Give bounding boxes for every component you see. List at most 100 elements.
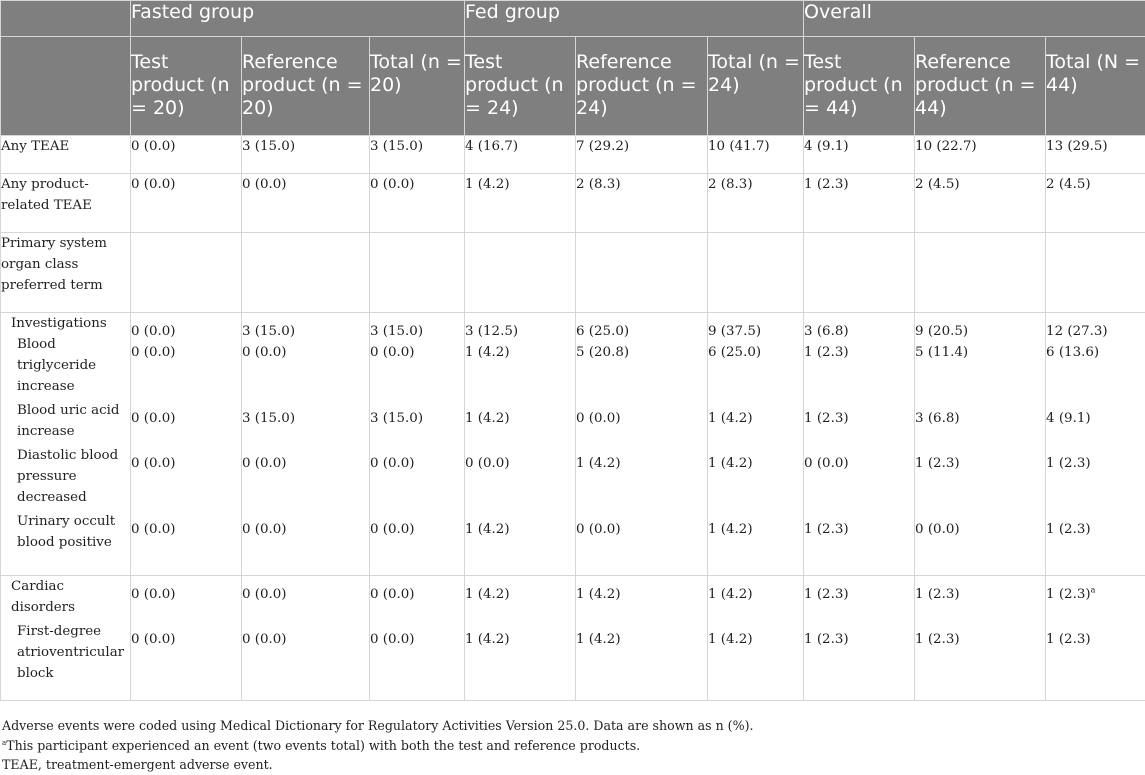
table-cell-group: 3 (15.0) 0 (0.0) 3 (15.0) 0 (0.0) 0 (0.0… [368, 312, 466, 576]
table-cell-group: 1 (2.3) 1 (2.3) [914, 575, 1047, 701]
footnote-a-text: This participant experienced an event (t… [6, 738, 641, 753]
row-label-group: Investigations Blood triglyceride increa… [0, 312, 131, 576]
table-cell: 0 (0.0) [576, 411, 621, 426]
table-cell: 0 (0.0) [241, 173, 370, 233]
table-cell: 0 (0.0) [368, 173, 466, 233]
table-cell: 0 (0.0) [242, 456, 287, 471]
footnote-abbreviation: TEAE, treatment-emergent adverse event. [2, 757, 273, 772]
table-cell: 0 (0.0) [370, 587, 415, 602]
table-cell: 3 (6.8) [804, 324, 849, 339]
table-cell [914, 232, 1047, 313]
table-cell: 1 (4.2) [576, 632, 621, 647]
table-cell-group: 3 (6.8) 1 (2.3) 1 (2.3) 0 (0.0) 1 (2.3) [803, 312, 916, 576]
table-cell-group: 1 (2.3)a 1 (2.3) [1045, 575, 1145, 701]
table-cell: 1 (2.3) [1046, 456, 1091, 471]
table-cell-group: 12 (27.3) 6 (13.6) 4 (9.1) 1 (2.3) 1 (2.… [1045, 312, 1145, 576]
table-cell-group: 1 (4.2) 1 (4.2) [575, 575, 709, 701]
table-cell: 0 (0.0) [576, 522, 621, 537]
table-cell: 1 (2.3) [804, 587, 849, 602]
table-cell: 1 (2.3) [915, 587, 960, 602]
table-cell: 2 (4.5) [1045, 173, 1145, 233]
table-row: Cardiac disorders First-degree atriovent… [0, 575, 1145, 701]
table-cell [707, 232, 805, 313]
table-cell: 2 (8.3) [707, 173, 805, 233]
row-label: Investigations [11, 316, 107, 331]
table-cell: 4 (9.1) [1046, 411, 1091, 426]
adverse-events-table: Fasted group Fed group Overall Test prod… [0, 0, 1145, 701]
table-cell-value: 1 (2.3) [1046, 587, 1091, 602]
table-cell: 1 (4.2) [465, 345, 510, 360]
table-cell-group: 0 (0.0) 0 (0.0) [368, 575, 466, 701]
table-cell: 6 (25.0) [576, 324, 630, 339]
table-cell [368, 232, 466, 313]
row-label-group: Cardiac disorders First-degree atriovent… [0, 575, 131, 701]
table-cell: 0 (0.0) [130, 135, 242, 174]
table-cell: 1 (4.2) [708, 522, 753, 537]
table-cell: 3 (15.0) [242, 411, 296, 426]
column-header: Reference product (n = 44) [914, 36, 1047, 136]
table-cell: 5 (20.8) [576, 345, 630, 360]
table-cell: 0 (0.0) [131, 324, 176, 339]
table-row: Any product-related TEAE 0 (0.0) 0 (0.0)… [0, 173, 1145, 233]
row-label: Any product-related TEAE [0, 173, 131, 233]
table-row: Investigations Blood triglyceride increa… [0, 312, 1145, 576]
group-header-overall: Overall [803, 0, 1145, 37]
table-cell: 6 (25.0) [708, 345, 762, 360]
table-cell: 7 (29.2) [575, 135, 709, 174]
header-group-row: Fasted group Fed group Overall [0, 0, 1145, 37]
footnote-a-marker: a [2, 738, 7, 747]
table-cell-group: 0 (0.0) 0 (0.0) [241, 575, 370, 701]
table-cell: 3 (15.0) [370, 324, 424, 339]
column-header: Total (n = 24) [707, 36, 805, 136]
table-cell: 9 (37.5) [708, 324, 762, 339]
table-cell [1045, 232, 1145, 313]
row-label-sub: First-degree atrioventricular block [17, 624, 125, 681]
table-cell: 1 (2.3)a [1046, 584, 1095, 605]
row-label-sub: Blood uric acid increase [17, 403, 120, 439]
table-cell: 2 (8.3) [575, 173, 709, 233]
row-label: Any TEAE [0, 135, 131, 174]
footnote-coding: Adverse events were coded using Medical … [2, 718, 754, 733]
table-cell [241, 232, 370, 313]
column-header: Total (n = 20) [368, 36, 466, 136]
table-cell: 10 (22.7) [914, 135, 1047, 174]
column-header: Test product (n = 24) [464, 36, 577, 136]
table-cell: 1 (4.2) [465, 411, 510, 426]
table-cell: 0 (0.0) [131, 587, 176, 602]
table-cell-group: 9 (20.5) 5 (11.4) 3 (6.8) 1 (2.3) 0 (0.0… [914, 312, 1047, 576]
table-cell: 0 (0.0) [131, 632, 176, 647]
table-row: Any TEAE 0 (0.0) 3 (15.0) 3 (15.0) 4 (16… [0, 135, 1145, 174]
table-cell: 1 (4.2) [708, 411, 753, 426]
table-cell: 6 (13.6) [1046, 345, 1100, 360]
row-label-sub: Blood triglyceride increase [17, 337, 97, 394]
table-cell: 1 (4.2) [465, 522, 510, 537]
table-cell-group: 1 (2.3) 1 (2.3) [803, 575, 916, 701]
table-cell: 0 (0.0) [242, 522, 287, 537]
table-cell: 1 (4.2) [465, 587, 510, 602]
row-label: Cardiac disorders [11, 579, 75, 615]
table-cell: 0 (0.0) [370, 345, 415, 360]
footnote-marker: a [1090, 585, 1096, 595]
table-cell [464, 232, 577, 313]
header-column-row: Test product (n = 20) Reference product … [0, 36, 1145, 136]
table-cell: 3 (6.8) [915, 411, 960, 426]
header-corner-lower [0, 36, 131, 136]
table-cell: 12 (27.3) [1046, 324, 1108, 339]
table-cell: 0 (0.0) [915, 522, 960, 537]
table-cell: 1 (4.2) [576, 456, 621, 471]
table-row: Primary system organ class preferred ter… [0, 232, 1145, 313]
table-cell: 1 (2.3) [804, 632, 849, 647]
table-cell: 1 (2.3) [1046, 632, 1091, 647]
table-cell: 0 (0.0) [242, 587, 287, 602]
table-cell: 0 (0.0) [130, 173, 242, 233]
row-label: Primary system organ class preferred ter… [0, 232, 131, 313]
table-cell: 13 (29.5) [1045, 135, 1145, 174]
table-cell: 0 (0.0) [465, 456, 510, 471]
table-cell: 1 (2.3) [915, 632, 960, 647]
table-cell: 1 (2.3) [804, 345, 849, 360]
table-cell: 5 (11.4) [915, 345, 969, 360]
table-cell: 1 (2.3) [1046, 522, 1091, 537]
table-cell: 10 (41.7) [707, 135, 805, 174]
table-cell: 0 (0.0) [131, 411, 176, 426]
table-cell-group: 1 (4.2) 1 (4.2) [464, 575, 577, 701]
